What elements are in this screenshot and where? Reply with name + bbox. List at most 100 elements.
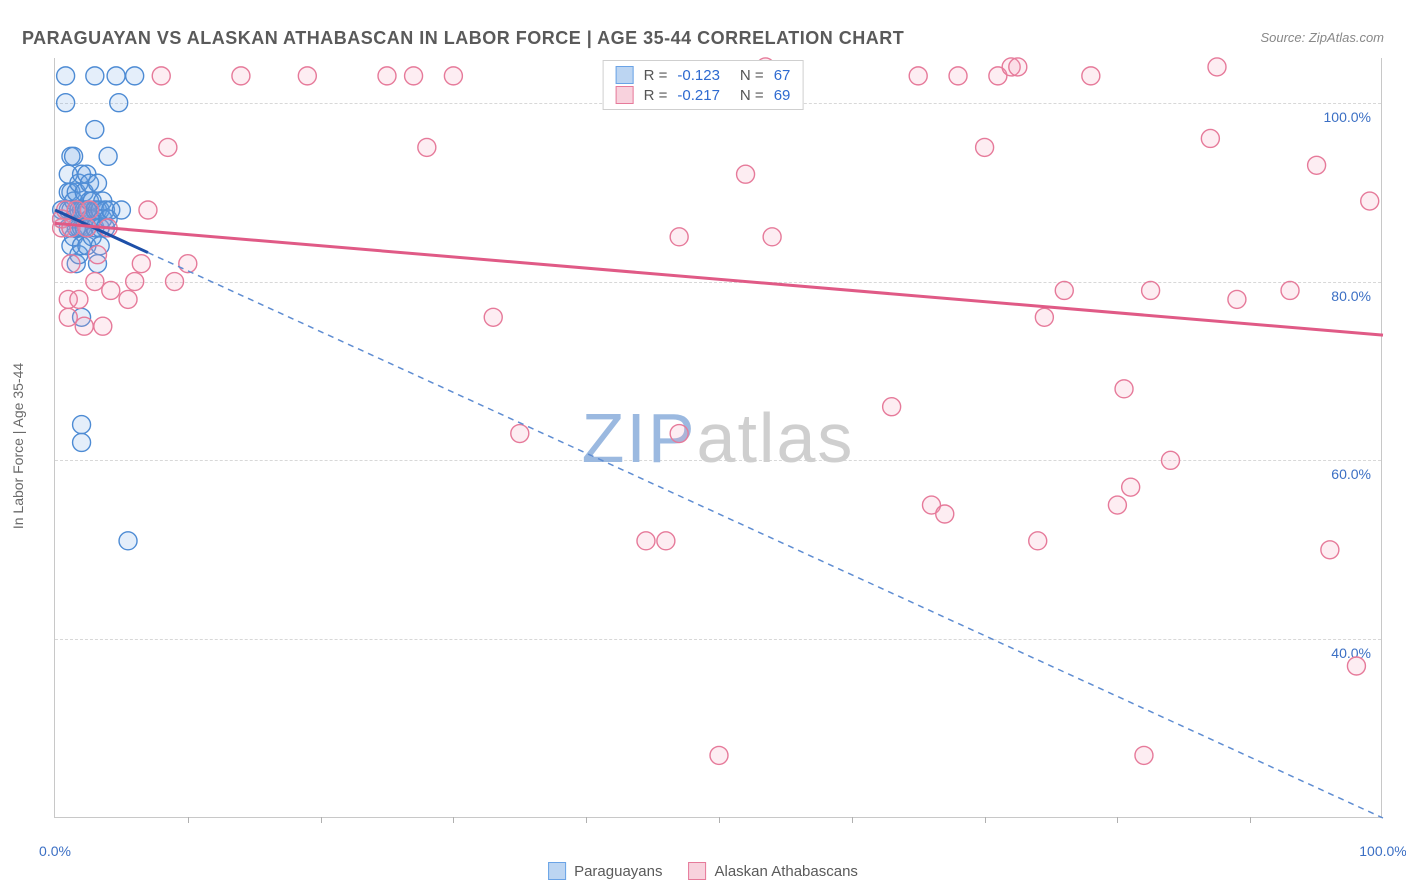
scatter-point	[670, 228, 688, 246]
scatter-point	[1228, 290, 1246, 308]
series-legend: Paraguayans Alaskan Athabascans	[548, 862, 858, 880]
r-label: R =	[644, 67, 668, 84]
x-tick-mark	[453, 817, 454, 823]
r-value: -0.123	[677, 67, 720, 84]
scatter-point	[883, 398, 901, 416]
x-tick-mark	[852, 817, 853, 823]
scatter-point	[126, 273, 144, 291]
scatter-point	[57, 67, 75, 85]
scatter-point	[81, 201, 99, 219]
x-max-label: 100.0%	[1359, 843, 1406, 859]
x-tick-mark	[719, 817, 720, 823]
correlation-legend: R =-0.123N =67R =-0.217N =69	[603, 60, 804, 110]
scatter-point	[1029, 532, 1047, 550]
scatter-point	[152, 67, 170, 85]
scatter-point	[73, 416, 91, 434]
scatter-point	[1142, 281, 1160, 299]
n-label: N =	[740, 87, 764, 104]
chart-svg	[55, 58, 1381, 817]
scatter-point	[710, 746, 728, 764]
scatter-point	[102, 281, 120, 299]
scatter-point	[1009, 58, 1027, 76]
scatter-point	[132, 255, 150, 273]
r-value: -0.217	[677, 87, 720, 104]
scatter-point	[159, 138, 177, 156]
scatter-point	[418, 138, 436, 156]
scatter-point	[763, 228, 781, 246]
scatter-point	[484, 308, 502, 326]
scatter-point	[232, 67, 250, 85]
scatter-point	[976, 138, 994, 156]
scatter-point	[1115, 380, 1133, 398]
scatter-point	[59, 308, 77, 326]
scatter-point	[298, 67, 316, 85]
legend-row: R =-0.123N =67	[616, 65, 791, 85]
r-label: R =	[644, 87, 668, 104]
scatter-point	[119, 532, 137, 550]
scatter-point	[949, 67, 967, 85]
n-value: 67	[774, 67, 791, 84]
scatter-point	[1201, 129, 1219, 147]
scatter-point	[737, 165, 755, 183]
scatter-point	[110, 94, 128, 112]
scatter-point	[70, 290, 88, 308]
legend-swatch	[688, 862, 706, 880]
scatter-point	[1308, 156, 1326, 174]
scatter-point	[1208, 58, 1226, 76]
scatter-point	[57, 94, 75, 112]
legend-label: Alaskan Athabascans	[714, 863, 857, 880]
scatter-point	[511, 425, 529, 443]
scatter-point	[378, 67, 396, 85]
scatter-point	[86, 121, 104, 139]
chart-plot-area: ZIPatlas 40.0%60.0%80.0%100.0%0.0%100.0%	[54, 58, 1382, 818]
scatter-point	[1135, 746, 1153, 764]
x-tick-mark	[321, 817, 322, 823]
scatter-point	[99, 147, 117, 165]
legend-row: R =-0.217N =69	[616, 85, 791, 105]
scatter-point	[1108, 496, 1126, 514]
scatter-point	[139, 201, 157, 219]
scatter-point	[94, 317, 112, 335]
legend-item: Paraguayans	[548, 862, 662, 880]
scatter-point	[637, 532, 655, 550]
legend-swatch	[616, 86, 634, 104]
scatter-point	[936, 505, 954, 523]
scatter-point	[65, 147, 83, 165]
scatter-point	[909, 67, 927, 85]
regression-line	[55, 223, 1383, 335]
scatter-point	[86, 67, 104, 85]
legend-swatch	[616, 66, 634, 84]
scatter-point	[73, 433, 91, 451]
scatter-point	[657, 532, 675, 550]
scatter-point	[88, 174, 106, 192]
source-label: Source: ZipAtlas.com	[1260, 30, 1384, 45]
x-tick-mark	[985, 817, 986, 823]
scatter-point	[112, 201, 130, 219]
x-tick-mark	[586, 817, 587, 823]
regression-line-dashed	[148, 253, 1383, 818]
scatter-point	[107, 67, 125, 85]
scatter-point	[166, 273, 184, 291]
scatter-point	[670, 425, 688, 443]
x-min-label: 0.0%	[39, 843, 71, 859]
scatter-point	[119, 290, 137, 308]
x-tick-mark	[1250, 817, 1251, 823]
scatter-point	[1082, 67, 1100, 85]
scatter-point	[75, 317, 93, 335]
legend-label: Paraguayans	[574, 863, 662, 880]
scatter-point	[444, 67, 462, 85]
legend-item: Alaskan Athabascans	[688, 862, 857, 880]
scatter-point	[86, 273, 104, 291]
scatter-point	[1122, 478, 1140, 496]
scatter-point	[88, 246, 106, 264]
scatter-point	[1162, 451, 1180, 469]
y-axis-label: In Labor Force | Age 35-44	[10, 363, 26, 529]
scatter-point	[405, 67, 423, 85]
scatter-point	[62, 255, 80, 273]
scatter-point	[1055, 281, 1073, 299]
chart-title: PARAGUAYAN VS ALASKAN ATHABASCAN IN LABO…	[22, 28, 904, 49]
scatter-point	[1347, 657, 1365, 675]
scatter-point	[126, 67, 144, 85]
x-tick-mark	[188, 817, 189, 823]
scatter-point	[1321, 541, 1339, 559]
